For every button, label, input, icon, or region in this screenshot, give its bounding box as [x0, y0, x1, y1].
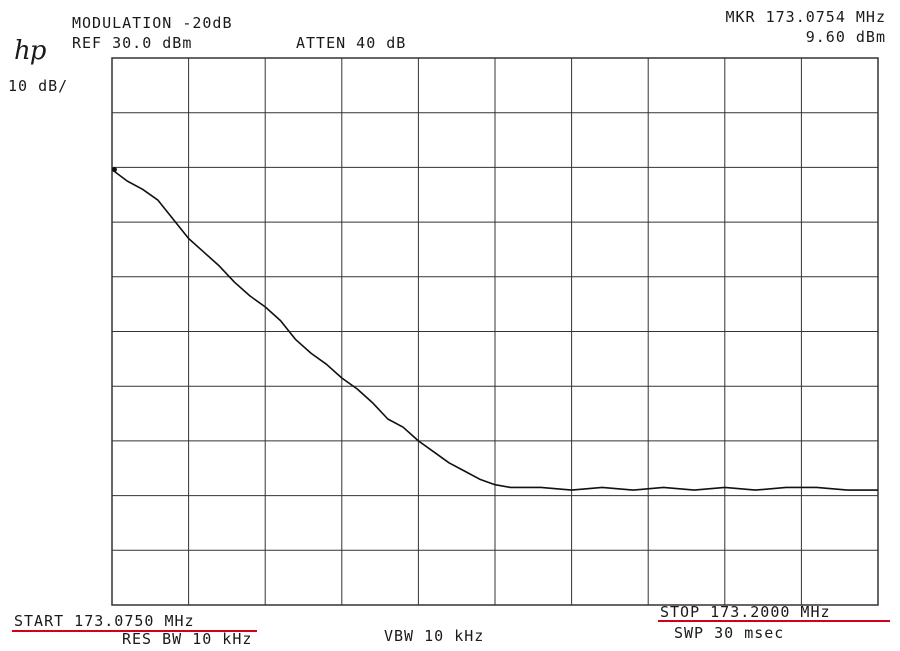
modulation-label: MODULATION -20dB [72, 14, 233, 32]
reference-level-label: REF 30.0 dBm [72, 34, 193, 52]
video-bandwidth-label: VBW 10 kHz [384, 627, 485, 645]
scale-label: 10 dB/ [8, 77, 69, 95]
spectrum-trace [111, 168, 878, 491]
resolution-bandwidth-label: RES BW 10 kHz [122, 630, 253, 648]
marker-level-label: 9.60 dBm [805, 28, 886, 46]
marker-frequency-label: MKR 173.0754 MHz [725, 8, 886, 26]
start-underline [12, 630, 257, 632]
start-frequency-label: START 173.0750 MHz [14, 612, 195, 630]
trace-layer [111, 167, 878, 491]
plot-grid [111, 57, 879, 606]
stop-frequency-label: STOP 173.2000 MHz [660, 603, 831, 621]
hp-logo: hp [14, 36, 46, 66]
sweep-time-label: SWP 30 msec [674, 624, 785, 642]
stop-underline [658, 620, 890, 622]
marker-point [111, 167, 117, 173]
attenuation-label: ATTEN 40 dB [296, 34, 407, 52]
